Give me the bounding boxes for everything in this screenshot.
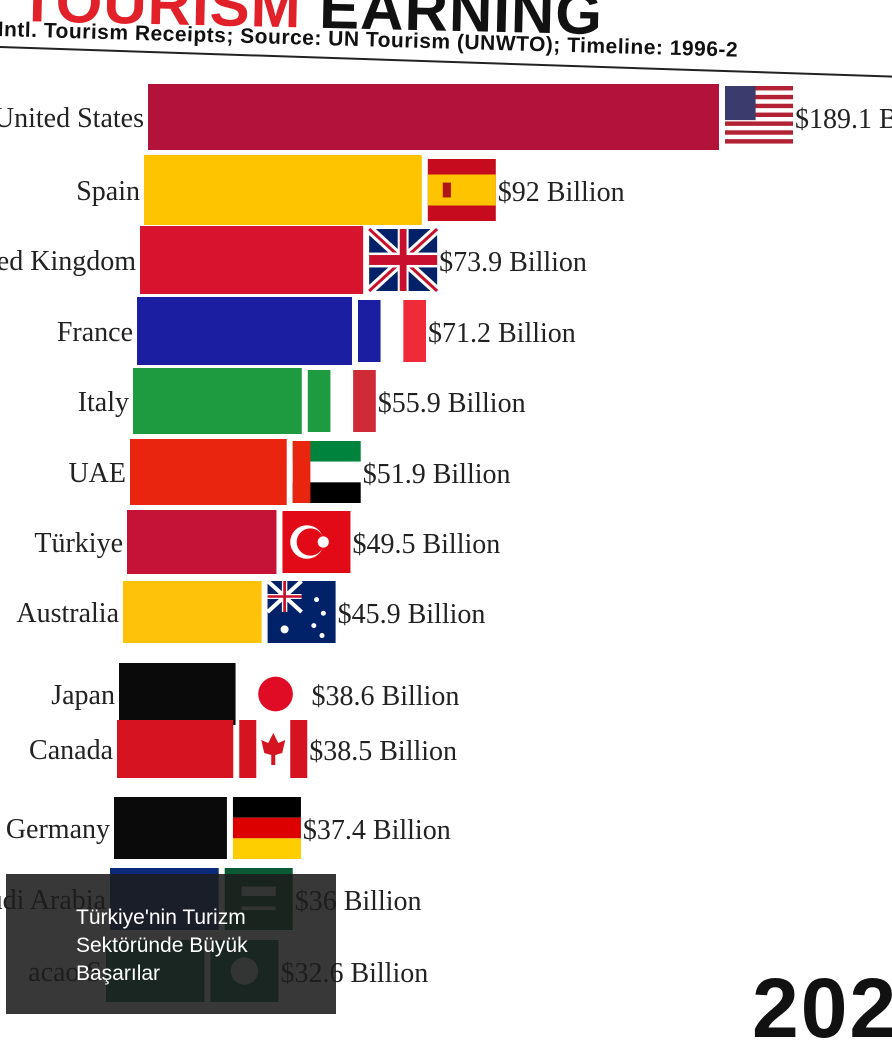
bar-11 [114,797,227,859]
category-label-11: Germany [6,814,110,845]
turkiye-flag [282,511,351,573]
category-label-2: Spain [76,176,140,207]
bar-chart: United States $189.1 Billion Spain $92 Bill… [0,84,892,1002]
uk-flag [366,225,441,295]
japan-flag [241,663,310,725]
category-label-8: Australia [16,598,119,629]
value-label-10: $38.5 Billion [309,736,457,767]
value-label-8: $45.9 Billion [338,599,486,630]
spain-flag [427,159,496,221]
australia-flag [266,579,336,643]
france-flag [357,300,426,362]
bar-3 [140,226,364,294]
italy-flag [307,370,376,432]
value-label-6: $51.9 Billion [363,459,511,490]
bar-8 [123,581,262,643]
category-label-3: ited Kingdom [0,246,136,277]
bar-2 [144,155,422,225]
bar-7 [127,510,277,574]
bar-10 [117,720,234,778]
category-label-4: France [57,317,133,348]
value-label-5: $55.9 Billion [378,388,526,419]
germany-flag [232,797,301,859]
value-label-7: $49.5 Billion [352,529,500,560]
value-label-4: $71.2 Billion [428,318,576,349]
bar-6 [130,439,287,505]
bar-1 [148,84,719,150]
category-label-5: Italy [78,387,129,418]
bar-9 [119,663,236,725]
category-label-9: Japan [51,680,115,711]
value-label-11: $37.4 Billion [303,815,451,846]
category-label-6: UAE [68,458,126,489]
value-label-9: $38.6 Billion [312,681,460,712]
bar-5 [133,368,302,434]
value-label-1: $189.1 Billion [795,104,892,135]
usa-flag [725,86,793,144]
canada-flag [239,720,308,778]
category-label-10: Canada [29,735,114,766]
uae-flag [292,441,361,503]
category-label-7: Türkiye [34,528,123,559]
overlay-headline: Türkiye'nin Turizm Sektöründe Büyük Başa… [76,906,248,985]
value-label-3: $73.9 Billion [439,247,587,278]
category-label-1: United States [0,103,144,134]
value-label-2: $92 Billion [498,177,625,208]
news-overlay-card[interactable]: Türkiye'nin Turizm Sektöründe Büyük Başa… [6,874,336,1014]
year-counter: 202 [752,961,892,1055]
bar-4 [137,297,352,365]
